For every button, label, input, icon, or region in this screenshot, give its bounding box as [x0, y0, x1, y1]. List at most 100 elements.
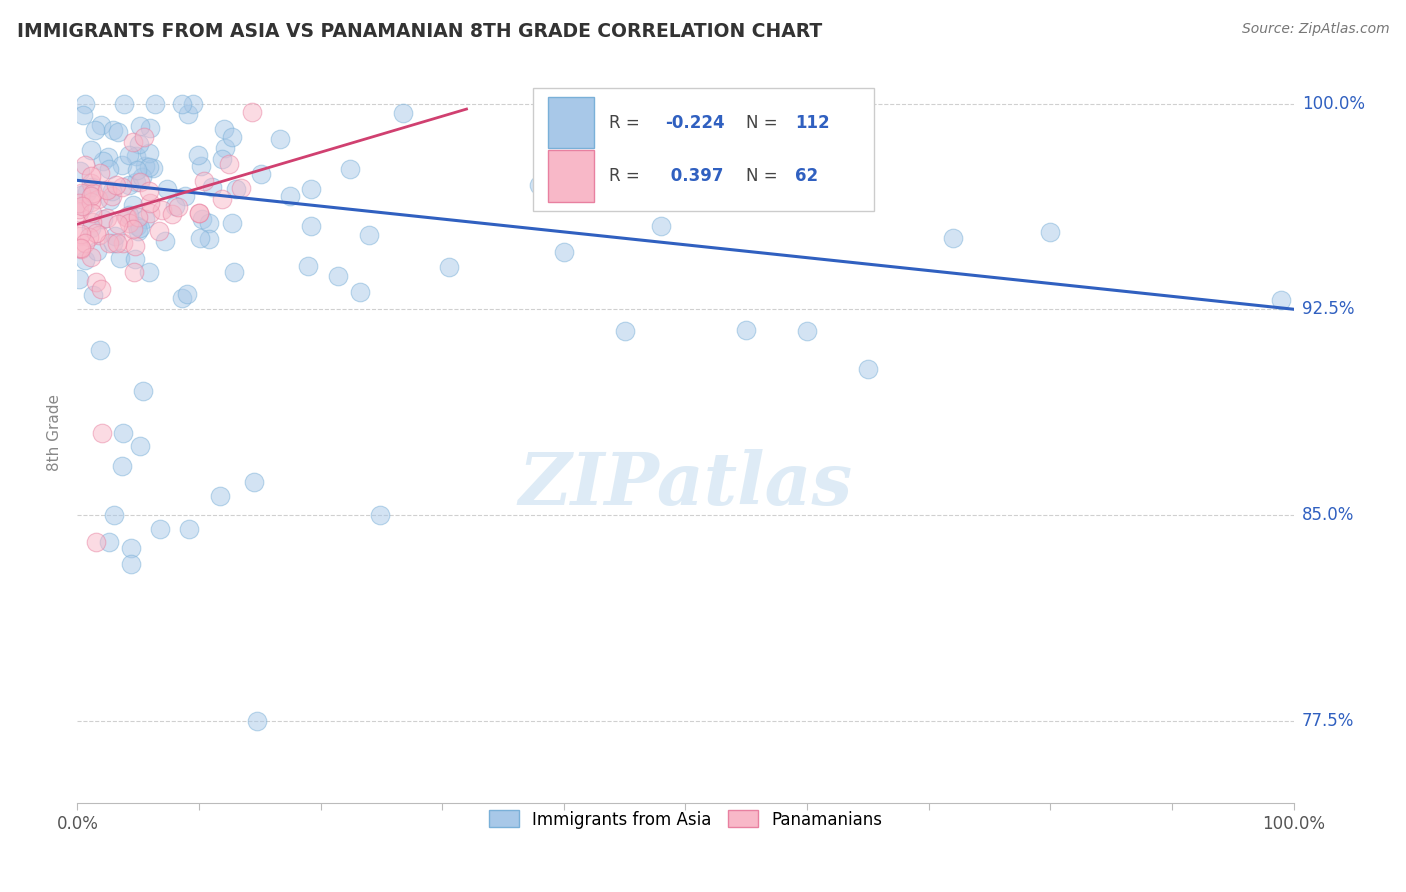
- Point: [1039, 225, 1062, 239]
- Point: [80, 215, 103, 229]
- Point: [167, 200, 190, 214]
- Point: [735, 323, 758, 337]
- Point: [188, 230, 211, 244]
- Point: [120, 558, 142, 572]
- Point: [72, 199, 94, 213]
- Point: [174, 189, 197, 203]
- Point: [221, 130, 243, 145]
- Point: [553, 244, 575, 259]
- Y-axis label: 8th Grade: 8th Grade: [46, 394, 62, 471]
- Point: [70, 188, 93, 202]
- Point: [67, 241, 90, 255]
- Point: [128, 119, 150, 133]
- Point: [225, 181, 247, 195]
- Point: [80, 169, 103, 184]
- Point: [128, 175, 150, 189]
- Point: [150, 202, 173, 217]
- Legend: Immigrants from Asia, Panamanians: Immigrants from Asia, Panamanians: [482, 804, 889, 835]
- Point: [176, 286, 198, 301]
- Text: -0.224: -0.224: [665, 113, 724, 131]
- Point: [122, 264, 145, 278]
- Point: [104, 229, 127, 244]
- Point: [79, 229, 101, 244]
- Point: [118, 216, 141, 230]
- Point: [97, 150, 120, 164]
- Point: [67, 205, 90, 219]
- Point: [122, 198, 145, 212]
- Point: [129, 439, 152, 453]
- Text: IMMIGRANTS FROM ASIA VS PANAMANIAN 8TH GRADE CORRELATION CHART: IMMIGRANTS FROM ASIA VS PANAMANIAN 8TH G…: [17, 22, 823, 41]
- Point: [129, 221, 152, 235]
- Point: [269, 132, 291, 146]
- Point: [67, 195, 90, 210]
- Point: [193, 174, 215, 188]
- Point: [87, 227, 110, 242]
- Point: [111, 425, 134, 440]
- Point: [437, 260, 460, 274]
- Point: [124, 239, 146, 253]
- FancyBboxPatch shape: [548, 96, 595, 148]
- Point: [349, 285, 371, 300]
- Point: [90, 282, 112, 296]
- Text: R =: R =: [609, 113, 645, 131]
- Point: [80, 189, 103, 203]
- Point: [143, 96, 166, 111]
- Text: 0.397: 0.397: [665, 168, 723, 186]
- Point: [187, 206, 209, 220]
- Text: 62: 62: [794, 168, 818, 186]
- Point: [103, 235, 125, 250]
- Point: [111, 158, 134, 172]
- Point: [187, 148, 209, 162]
- Point: [177, 107, 200, 121]
- Point: [104, 178, 127, 193]
- Point: [156, 181, 179, 195]
- Point: [160, 207, 183, 221]
- Point: [84, 535, 107, 549]
- Point: [69, 229, 91, 244]
- Point: [97, 161, 120, 176]
- Point: [218, 157, 240, 171]
- Point: [357, 227, 380, 242]
- Point: [675, 182, 697, 196]
- Point: [134, 211, 156, 226]
- Point: [170, 96, 193, 111]
- Point: [107, 125, 129, 139]
- Point: [243, 475, 266, 489]
- Point: [96, 183, 118, 197]
- Point: [84, 122, 107, 136]
- Point: [120, 541, 142, 555]
- Point: [93, 153, 115, 168]
- Point: [208, 489, 231, 503]
- Point: [73, 199, 96, 213]
- Point: [128, 136, 150, 151]
- Point: [132, 129, 155, 144]
- Point: [70, 242, 93, 256]
- Point: [105, 235, 128, 250]
- Point: [127, 163, 149, 178]
- Point: [69, 163, 91, 178]
- Point: [139, 195, 162, 210]
- Text: N =: N =: [747, 113, 778, 131]
- Point: [114, 210, 136, 224]
- Point: [108, 251, 131, 265]
- Point: [67, 202, 90, 216]
- Text: 112: 112: [794, 113, 830, 131]
- Point: [80, 194, 103, 209]
- Point: [90, 118, 112, 132]
- Point: [131, 169, 153, 184]
- Point: [177, 522, 200, 536]
- Point: [79, 250, 101, 264]
- Point: [245, 714, 267, 728]
- Point: [796, 324, 818, 338]
- Point: [138, 160, 160, 174]
- Point: [107, 217, 129, 231]
- Point: [214, 141, 236, 155]
- Text: ZIPatlas: ZIPatlas: [519, 449, 852, 520]
- Point: [138, 146, 160, 161]
- Point: [198, 215, 221, 229]
- Point: [121, 222, 143, 236]
- Point: [127, 219, 149, 233]
- Point: [96, 211, 118, 226]
- Point: [339, 162, 361, 177]
- Text: N =: N =: [747, 168, 778, 186]
